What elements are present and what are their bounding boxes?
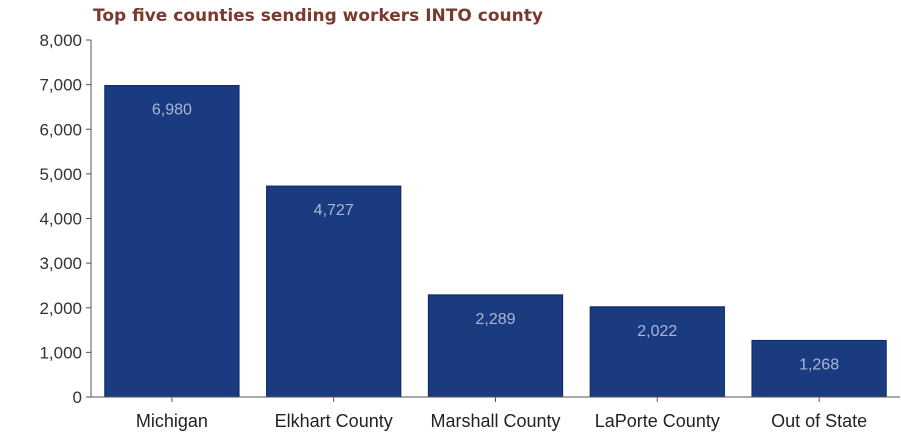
x-axis: Michigan Elkhart County Marshall County LaP…	[91, 396, 900, 431]
chart-title: Top five counties sending workers INTO c…	[93, 6, 543, 26]
y-tick-label: 7,000	[39, 76, 82, 95]
y-tick-label: 3,000	[39, 254, 82, 273]
y-tick-label: 8,000	[39, 31, 82, 50]
data-label: 2,289	[475, 311, 515, 328]
data-label: 6,980	[152, 102, 192, 119]
bar	[427, 294, 564, 398]
x-tick-label: Out of State	[771, 411, 867, 431]
data-label: 2,022	[637, 323, 677, 340]
y-tick-label: 0	[73, 388, 82, 407]
x-tick-label: Michigan	[136, 411, 208, 431]
y-tick-label: 2,000	[39, 299, 82, 318]
x-tick-label: LaPorte County	[595, 411, 720, 431]
x-tick-label: Elkhart County	[275, 411, 393, 431]
y-tick-label: 5,000	[39, 165, 82, 184]
x-tick-label: Marshall County	[430, 411, 560, 431]
bar	[104, 85, 240, 398]
y-tick-label: 1,000	[39, 343, 82, 362]
bar	[266, 185, 402, 398]
bar	[589, 306, 725, 398]
y-axis: 0 1,000 2,000 3,000 4,000 5,000 6,000 7,000 8,00…	[39, 31, 92, 407]
y-tick-label: 4,000	[39, 210, 82, 229]
data-label: 1,268	[799, 356, 839, 373]
y-tick-label: 6,000	[39, 120, 82, 139]
data-label: 4,727	[314, 202, 354, 219]
bars: 6,980 4,727 2,289 2,022 1,268	[104, 85, 887, 398]
